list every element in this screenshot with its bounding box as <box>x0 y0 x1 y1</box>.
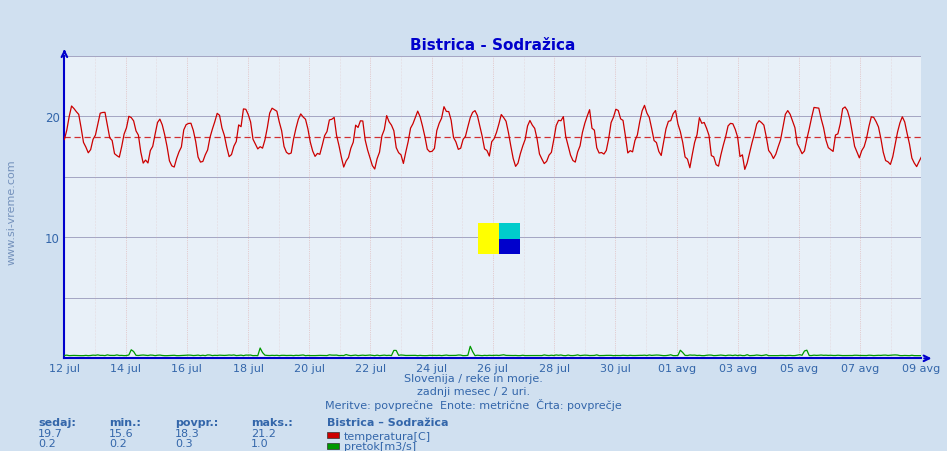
Text: 0.2: 0.2 <box>109 438 127 448</box>
Text: sedaj:: sedaj: <box>38 417 76 427</box>
Text: Meritve: povprečne  Enote: metrične  Črta: povprečje: Meritve: povprečne Enote: metrične Črta:… <box>325 398 622 410</box>
Text: 21.2: 21.2 <box>251 428 276 438</box>
Text: 15.6: 15.6 <box>109 428 134 438</box>
Text: 0.2: 0.2 <box>38 438 56 448</box>
Text: www.si-vreme.com: www.si-vreme.com <box>7 159 16 265</box>
Title: Bistrica - Sodražica: Bistrica - Sodražica <box>410 37 576 52</box>
Text: Slovenija / reke in morje.: Slovenija / reke in morje. <box>404 373 543 383</box>
Text: min.:: min.: <box>109 417 141 427</box>
Text: 18.3: 18.3 <box>175 428 200 438</box>
Text: 19.7: 19.7 <box>38 428 63 438</box>
Text: temperatura[C]: temperatura[C] <box>344 431 431 441</box>
Text: zadnji mesec / 2 uri.: zadnji mesec / 2 uri. <box>417 387 530 396</box>
Text: povpr.:: povpr.: <box>175 417 219 427</box>
Text: pretok[m3/s]: pretok[m3/s] <box>344 441 416 451</box>
Text: Bistrica – Sodražica: Bistrica – Sodražica <box>327 417 448 427</box>
Text: 1.0: 1.0 <box>251 438 269 448</box>
Text: 0.3: 0.3 <box>175 438 193 448</box>
Text: maks.:: maks.: <box>251 417 293 427</box>
